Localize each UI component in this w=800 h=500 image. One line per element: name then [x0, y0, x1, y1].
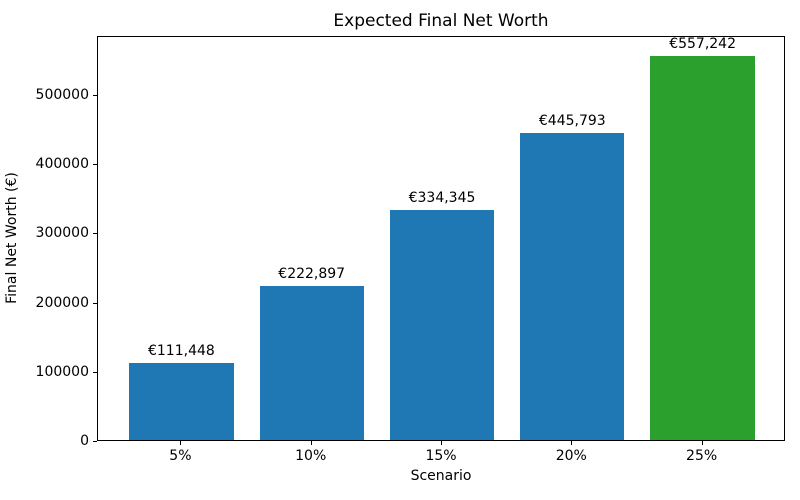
bar-value-label: €557,242: [669, 36, 736, 53]
y-axis-tick: [93, 441, 97, 442]
x-axis-tick: [441, 441, 442, 445]
x-axis-label: Scenario: [410, 468, 472, 484]
bar-10%: [259, 286, 364, 440]
bar-15%: [389, 209, 495, 440]
x-axis-tick: [310, 441, 312, 445]
x-axis-tick: [180, 441, 182, 445]
bar-20%: [520, 132, 625, 440]
x-axis-tick: [571, 441, 573, 445]
y-tick-label: 400000: [35, 156, 89, 173]
y-tick-label: 300000: [35, 225, 89, 242]
x-axis-tick: [701, 441, 703, 445]
x-tick-label: 5%: [169, 448, 192, 464]
y-axis-tick: [93, 164, 97, 166]
chart-title: Expected Final Net Worth: [333, 11, 549, 31]
bar-value-label: €111,448: [147, 343, 215, 360]
y-tick-label: 200000: [35, 294, 89, 311]
x-tick-label: 25%: [686, 448, 718, 464]
bar-5%: [129, 363, 234, 440]
y-axis-tick: [93, 302, 97, 304]
bar-value-label: €334,345: [408, 189, 476, 206]
y-tick-label: 0: [80, 433, 89, 449]
y-tick-label: 500000: [35, 86, 89, 103]
x-tick-label: 15%: [425, 448, 457, 464]
plot-area: €111,448 €222,897 €334,345 €445,793 €557,242: [97, 36, 785, 441]
x-tick-label: 10%: [295, 448, 327, 464]
bar-value-label: €222,897: [278, 266, 346, 283]
y-axis-tick: [93, 371, 97, 373]
bar-25%: [650, 56, 755, 440]
bar-value-label: €445,793: [538, 112, 606, 129]
y-tick-label: 100000: [35, 363, 89, 380]
y-axis-tick: [93, 94, 97, 96]
y-axis-label: Final Net Worth (€): [4, 172, 20, 304]
x-tick-label: 20%: [555, 448, 587, 464]
y-axis-tick: [93, 233, 97, 235]
